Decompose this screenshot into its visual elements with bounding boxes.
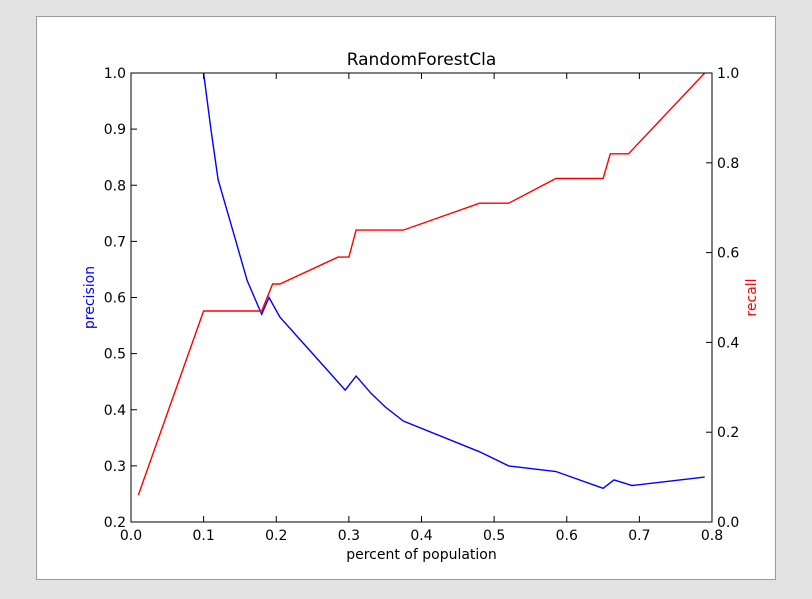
- y-right-tick-label: 1.0: [717, 66, 739, 82]
- chart-svg: 0.0 0.1 0.2 0.3 0.4 0.5 0.6 0.7 0.8 0.2 0.3 0.4 0.5 0…: [82, 50, 760, 563]
- y-axis-right-label: recall: [744, 278, 760, 316]
- y-left-tick-label: 0.9: [104, 122, 126, 138]
- y-left-tick-label: 0.4: [104, 403, 126, 419]
- x-tick-label: 0.0: [120, 528, 142, 544]
- y-left-tick-label: 0.6: [104, 291, 126, 307]
- chart-title: RandomForestCla: [347, 50, 497, 70]
- series-line-precision: [202, 73, 705, 490]
- x-tick-label: 0.6: [556, 528, 578, 544]
- x-tick-label: 0.5: [483, 528, 505, 544]
- y-right-tick-label: 0.2: [717, 425, 739, 441]
- x-tick-label: 0.2: [265, 528, 287, 544]
- y-right-tick-label: 0.4: [717, 335, 739, 351]
- y-left-tick-label: 0.8: [104, 178, 126, 194]
- x-tick-label: 0.3: [338, 528, 360, 544]
- y-right-tick-label: 0.0: [717, 515, 739, 531]
- x-axis-label: percent of population: [346, 547, 497, 563]
- y-left-tick-label: 0.3: [104, 459, 126, 475]
- series-line-recall: [137, 73, 706, 496]
- plot-area: 0.0 0.1 0.2 0.3 0.4 0.5 0.6 0.7 0.8 0.2 0.3 0.4 0.5 0…: [104, 66, 740, 544]
- y-left-tick-label: 0.7: [104, 234, 126, 250]
- x-tick-label: 0.1: [192, 528, 214, 544]
- y-left-tick-label: 0.5: [104, 347, 126, 363]
- y-axis-left-label: precision: [82, 266, 98, 329]
- x-tick-label: 0.7: [628, 528, 650, 544]
- plot-frame: [130, 72, 713, 523]
- y-left-tick-label: 0.2: [104, 515, 126, 531]
- y-right-tick-label: 0.8: [717, 156, 739, 172]
- x-tick-label: 0.4: [410, 528, 432, 544]
- y-left-tick-label: 1.0: [104, 66, 126, 82]
- x-tick-label: 0.8: [701, 528, 723, 544]
- figure-frame: 0.0 0.1 0.2 0.3 0.4 0.5 0.6 0.7 0.8 0.2 0.3 0.4 0.5 0…: [36, 16, 776, 580]
- y-right-tick-label: 0.6: [717, 246, 739, 262]
